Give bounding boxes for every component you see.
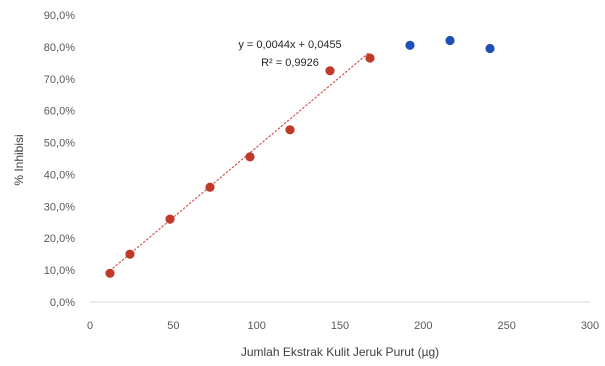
x-tick-label: 150	[331, 320, 349, 332]
y-tick-label: 90,0%	[44, 10, 75, 22]
y-tick-label: 40,0%	[44, 169, 75, 181]
data-point-red	[105, 268, 115, 278]
data-point-blue	[485, 43, 495, 54]
trendline-r-squared: R² = 0,9926	[261, 57, 319, 69]
data-point-blue	[445, 35, 455, 46]
y-tick-label: 70,0%	[44, 74, 75, 86]
x-tick-label: 300	[581, 320, 599, 332]
trendline-equation: y = 0,0044x + 0,0455	[238, 39, 341, 51]
trendline	[109, 51, 371, 272]
data-point-red	[205, 182, 215, 192]
y-axis-title: % Inhibisi	[12, 134, 26, 185]
data-point-red	[165, 214, 175, 224]
x-tick-label: 0	[87, 320, 93, 332]
y-tick-label: 10,0%	[44, 265, 75, 277]
y-axis-ticks: 0,0% 10,0% 20,0% 30,0% 40,0% 50,0% 60,0% 70,0% 8…	[44, 10, 75, 309]
x-tick-label: 100	[247, 320, 265, 332]
data-point-red	[285, 125, 295, 135]
x-axis-title: Jumlah Ekstrak Kulit Jeruk Purut (µg)	[241, 345, 439, 359]
y-tick-label: 20,0%	[44, 233, 75, 245]
y-tick-label: 0,0%	[50, 297, 75, 309]
data-point-red	[245, 152, 255, 162]
x-tick-label: 200	[414, 320, 432, 332]
data-point-red	[125, 249, 135, 259]
trendline-group	[109, 51, 371, 272]
data-points	[105, 35, 495, 278]
y-tick-label: 30,0%	[44, 201, 75, 213]
x-tick-label: 250	[497, 320, 515, 332]
y-tick-label: 60,0%	[44, 106, 75, 118]
y-tick-label: 50,0%	[44, 138, 75, 150]
x-axis-ticks: 0 50 100 150 200 250 300	[87, 320, 599, 332]
data-point-red	[365, 53, 375, 63]
data-point-red	[325, 66, 335, 76]
y-tick-label: 80,0%	[44, 42, 75, 54]
data-point-blue	[405, 40, 415, 50]
x-tick-label: 50	[167, 320, 179, 332]
